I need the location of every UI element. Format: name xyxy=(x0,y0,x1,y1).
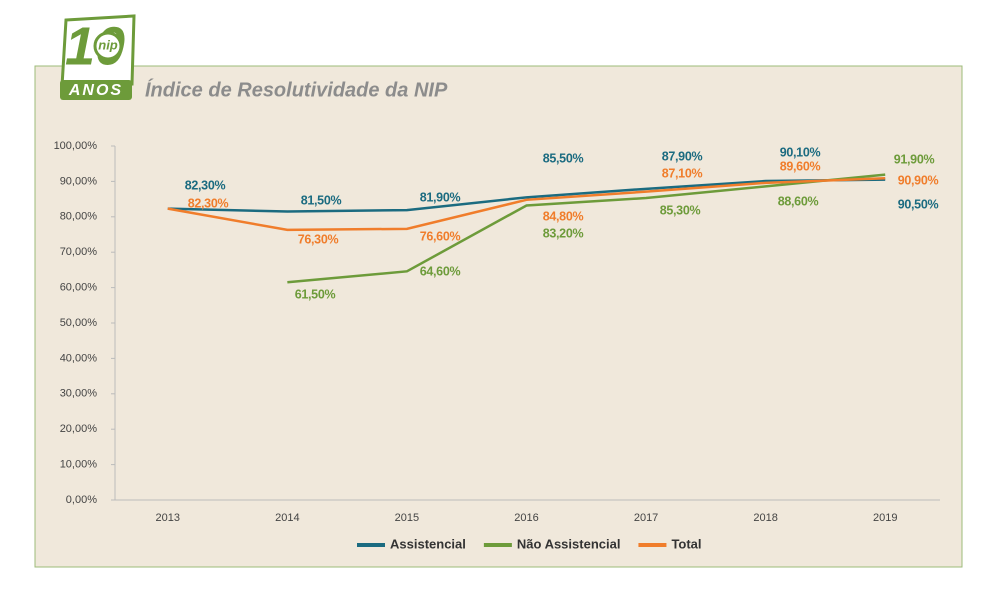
logo: 10 nip ANOS xyxy=(60,14,136,100)
value-label: 82,30% xyxy=(188,196,229,210)
logo-caption-bg xyxy=(60,80,132,100)
x-tick-label: 2016 xyxy=(514,512,538,524)
value-label: 89,60% xyxy=(780,159,821,173)
y-tick-label: 20,00% xyxy=(60,423,98,435)
x-tick-label: 2019 xyxy=(873,512,897,524)
series-line xyxy=(167,178,886,213)
legend-label: Assistencial xyxy=(390,536,466,551)
y-tick-label: 60,00% xyxy=(60,282,98,294)
value-label: 84,80% xyxy=(543,209,584,223)
value-label: 64,60% xyxy=(420,264,461,278)
y-tick-label: 40,00% xyxy=(60,352,98,364)
chart-title: Índice de Resolutividade da NIP xyxy=(145,78,448,101)
series-line xyxy=(167,176,886,232)
y-tick-label: 50,00% xyxy=(60,317,98,329)
value-label: 76,60% xyxy=(420,229,461,243)
legend-label: Total xyxy=(671,536,701,551)
x-tick-label: 2014 xyxy=(275,512,299,524)
value-label: 90,50% xyxy=(898,197,939,211)
y-tick-label: 10,00% xyxy=(60,459,98,471)
logo-brand: nip xyxy=(98,37,118,52)
x-tick-label: 2017 xyxy=(634,512,658,524)
y-tick-label: 0,00% xyxy=(66,494,97,506)
value-label: 87,10% xyxy=(662,166,703,180)
value-label: 81,50% xyxy=(301,193,342,207)
chart-frame xyxy=(34,65,963,568)
value-label: 76,30% xyxy=(298,232,339,246)
value-label: 90,90% xyxy=(898,173,939,187)
value-label: 61,50% xyxy=(295,287,336,301)
y-tick-label: 90,00% xyxy=(60,175,98,187)
legend-label: Não Assistencial xyxy=(517,536,621,551)
value-label: 90,10% xyxy=(780,145,821,159)
y-tick-label: 30,00% xyxy=(60,388,98,400)
y-tick-label: 80,00% xyxy=(60,211,98,223)
value-label: 85,30% xyxy=(660,203,701,217)
y-tick-label: 100,00% xyxy=(54,140,98,152)
series-line xyxy=(287,173,886,284)
logo-caption: ANOS xyxy=(68,82,123,99)
value-label: 88,60% xyxy=(778,194,819,208)
value-label: 91,90% xyxy=(894,152,935,166)
value-label: 81,90% xyxy=(420,190,461,204)
x-tick-label: 2018 xyxy=(753,512,777,524)
logo-circle xyxy=(93,31,123,61)
y-tick-label: 70,00% xyxy=(60,246,98,258)
value-label: 85,50% xyxy=(543,151,584,165)
value-label: 83,20% xyxy=(543,226,584,240)
value-label: 87,90% xyxy=(662,149,703,163)
x-tick-label: 2015 xyxy=(395,512,419,524)
value-label: 82,30% xyxy=(185,178,226,192)
x-tick-label: 2013 xyxy=(156,512,180,524)
